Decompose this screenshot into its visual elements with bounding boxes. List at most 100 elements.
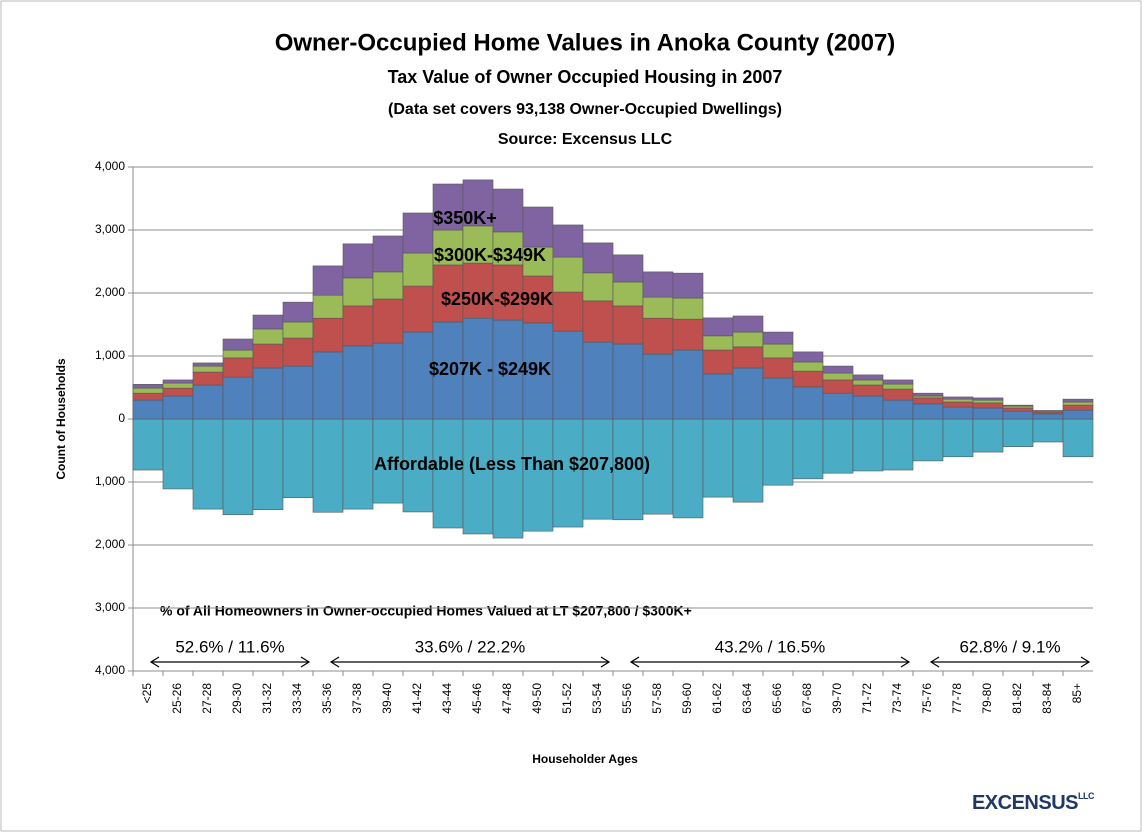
bar — [732, 346, 764, 369]
bar — [282, 301, 314, 323]
x-tick-label: 55-56 — [620, 683, 634, 714]
bar — [732, 315, 764, 333]
y-tick-label: 2,000 — [95, 285, 125, 299]
bar — [702, 373, 734, 420]
bar — [462, 225, 494, 264]
x-tick-label: 43-44 — [440, 683, 454, 714]
bar — [852, 379, 884, 386]
bar — [762, 377, 794, 420]
bar — [672, 297, 704, 320]
series-label: $250K-$299K — [441, 289, 553, 309]
bar — [762, 331, 794, 345]
x-tick-label: 47-48 — [500, 683, 514, 714]
bar — [1032, 418, 1064, 443]
bar — [732, 418, 764, 503]
x-tick-label: 81-82 — [1010, 683, 1024, 714]
bar — [612, 305, 644, 345]
bar — [312, 418, 344, 513]
x-tick-label: 57-58 — [650, 683, 664, 714]
bar — [342, 418, 374, 510]
bar — [1062, 418, 1094, 458]
bar — [1032, 410, 1064, 412]
bar — [372, 418, 404, 504]
chart-subtitle: Tax Value of Owner Occupied Housing in 2… — [388, 67, 783, 87]
x-tick-label: 27-28 — [200, 683, 214, 714]
bar — [672, 349, 704, 420]
bar — [582, 272, 614, 302]
bar — [852, 374, 884, 381]
bar — [402, 285, 434, 333]
bar — [132, 399, 164, 420]
logo-suffix: LLC — [1078, 791, 1095, 801]
bar — [432, 321, 464, 420]
bar — [552, 224, 584, 258]
bar — [552, 291, 584, 332]
bar — [762, 357, 794, 379]
bar — [252, 343, 284, 369]
range-label: 62.8% / 9.1% — [959, 637, 1060, 656]
bar — [492, 418, 524, 539]
bar — [912, 403, 944, 420]
bar — [612, 343, 644, 420]
x-tick-label: 53-54 — [590, 683, 604, 714]
bar — [642, 296, 674, 319]
bar — [312, 351, 344, 420]
y-tick-label: 4,000 — [95, 663, 125, 677]
bar — [702, 317, 734, 337]
x-tick-label: 35-36 — [320, 683, 334, 714]
arrow-head — [629, 656, 640, 668]
arrow-head — [329, 656, 340, 668]
y-tick-label: 2,000 — [95, 537, 125, 551]
bar — [942, 398, 974, 403]
bar — [822, 372, 854, 381]
bar — [342, 345, 374, 420]
bar — [192, 418, 224, 510]
bar — [342, 243, 374, 279]
bar — [552, 330, 584, 420]
bar — [972, 402, 1004, 409]
bar — [1032, 413, 1064, 420]
x-axis-title: Householder Ages — [532, 752, 638, 766]
bar — [432, 183, 464, 231]
y-tick-label: 1,000 — [95, 348, 125, 362]
bar — [552, 256, 584, 293]
bar — [942, 401, 974, 408]
bar — [972, 418, 1004, 453]
bar — [252, 367, 284, 420]
bar — [792, 370, 824, 388]
logo-text: EXCENSUS — [972, 792, 1078, 814]
range-label: 43.2% / 16.5% — [715, 637, 826, 656]
bar — [1002, 410, 1034, 420]
bar — [222, 376, 254, 420]
bar — [642, 317, 674, 355]
bar — [162, 387, 194, 397]
bar — [642, 418, 674, 515]
arrow-head — [600, 656, 611, 668]
bar — [792, 386, 824, 420]
bar — [342, 277, 374, 307]
bar — [222, 349, 254, 359]
bar — [522, 418, 554, 532]
chart-source: Source: Excensus LLC — [498, 131, 673, 148]
bar — [1062, 409, 1094, 420]
arrow-head — [900, 656, 911, 668]
bar — [1002, 407, 1034, 412]
bar — [942, 406, 974, 420]
bar — [732, 331, 764, 348]
bar — [282, 365, 314, 420]
arrow-head — [929, 656, 940, 668]
arrow-head — [1080, 656, 1091, 668]
x-tick-label: 73-74 — [890, 683, 904, 714]
bar — [912, 392, 944, 397]
bar — [462, 418, 494, 535]
bar — [582, 418, 614, 520]
bar — [312, 317, 344, 353]
bar — [162, 418, 194, 490]
bar — [582, 341, 614, 420]
x-tick-label: 25-26 — [170, 683, 184, 714]
bar — [192, 384, 224, 420]
x-tick-label: 59-60 — [680, 683, 694, 714]
annotation: % of All Homeowners in Owner-occupied Ho… — [160, 603, 692, 619]
bar — [822, 365, 854, 374]
bar — [312, 265, 344, 296]
